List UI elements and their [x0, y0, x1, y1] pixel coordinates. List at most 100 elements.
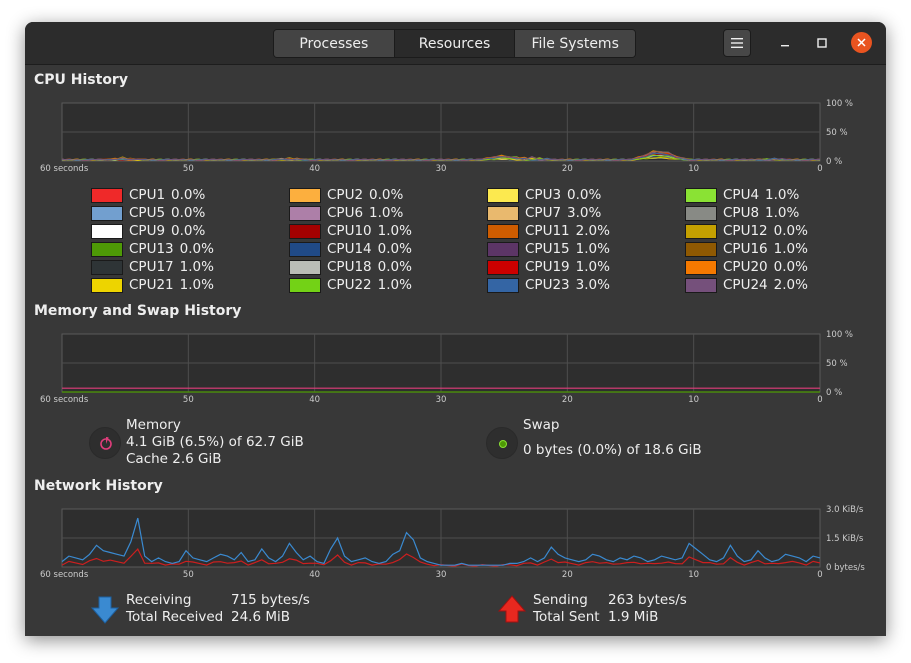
- network-x-tick-label: 0: [817, 570, 822, 580]
- cpu-name: CPU10: [327, 223, 372, 239]
- cpu-name: CPU7: [525, 205, 562, 221]
- cpu-color-swatch[interactable]: [685, 241, 717, 257]
- memory-x-tick-label: 30: [436, 395, 447, 405]
- cpu-value: 1.0%: [377, 277, 412, 293]
- cpu-legend-item: CPU12 0.0%: [685, 222, 865, 240]
- cpu-legend-item: CPU8 1.0%: [685, 204, 865, 222]
- cpu-color-swatch[interactable]: [91, 241, 123, 257]
- system-monitor-window: Processes Resources File Systems: [25, 22, 886, 636]
- cpu-color-swatch[interactable]: [487, 223, 519, 239]
- cpu-legend-item: CPU7 3.0%: [487, 204, 685, 222]
- cpu-name: CPU11: [525, 223, 570, 239]
- cpu-name: CPU4: [723, 187, 760, 203]
- cpu-y-tick-label: 100 %: [826, 99, 853, 109]
- total-received-value: 24.6 MiB: [231, 609, 291, 625]
- network-x-tick-label: 40: [309, 570, 320, 580]
- network-y-tick-label: 3.0 KiB/s: [826, 505, 864, 515]
- cpu-name: CPU9: [129, 223, 166, 239]
- cpu-name: CPU19: [525, 259, 570, 275]
- network-history-title: Network History: [34, 478, 163, 494]
- network-x-tick-label: 10: [688, 570, 699, 580]
- cpu-color-swatch[interactable]: [91, 277, 123, 293]
- cpu-color-swatch[interactable]: [685, 205, 717, 221]
- cpu-color-swatch[interactable]: [91, 187, 123, 203]
- cpu-name: CPU23: [525, 277, 570, 293]
- cpu-color-swatch[interactable]: [685, 187, 717, 203]
- network-history-graph: 60 seconds 50 40 30 20 10 0 3.0 KiB/s 1.5 KiB/s 0…: [40, 505, 865, 580]
- network-x-tick-label: 60 seconds: [40, 570, 89, 580]
- cpu-name: CPU1: [129, 187, 166, 203]
- cpu-legend-item: CPU17 1.0%: [91, 258, 289, 276]
- cpu-legend-item: CPU5 0.0%: [91, 204, 289, 222]
- menu-button[interactable]: [723, 29, 751, 57]
- sending-arrow-icon[interactable]: [497, 594, 527, 624]
- cpu-x-tick-label: 30: [436, 164, 447, 174]
- minimize-button[interactable]: [772, 30, 798, 56]
- tab-file-systems[interactable]: File Systems: [515, 30, 635, 57]
- cpu-color-swatch[interactable]: [91, 223, 123, 239]
- cpu-value: 1.0%: [773, 241, 808, 257]
- cpu-color-swatch[interactable]: [685, 259, 717, 275]
- cpu-value: 0.0%: [377, 241, 412, 257]
- cpu-name: CPU24: [723, 277, 768, 293]
- cpu-color-swatch[interactable]: [487, 277, 519, 293]
- cpu-color-swatch[interactable]: [289, 223, 321, 239]
- cpu-color-swatch[interactable]: [289, 241, 321, 257]
- cpu-legend-item: CPU9 0.0%: [91, 222, 289, 240]
- cpu-name: CPU14: [327, 241, 372, 257]
- cpu-value: 1.0%: [179, 277, 214, 293]
- close-icon: [857, 38, 866, 47]
- memory-x-tick-label: 0: [817, 395, 822, 405]
- cpu-name: CPU6: [327, 205, 364, 221]
- minimize-icon: [781, 45, 789, 47]
- cpu-name: CPU18: [327, 259, 372, 275]
- cpu-color-swatch[interactable]: [487, 205, 519, 221]
- memory-pie-icon[interactable]: [89, 427, 121, 459]
- sending-value: 263 bytes/s: [608, 592, 687, 608]
- receiving-arrow-icon[interactable]: [90, 595, 120, 625]
- cpu-x-tick-label: 20: [562, 164, 573, 174]
- cpu-name: CPU22: [327, 277, 372, 293]
- cpu-name: CPU15: [525, 241, 570, 257]
- cpu-color-swatch[interactable]: [289, 205, 321, 221]
- cpu-legend-item: CPU19 1.0%: [487, 258, 685, 276]
- cpu-name: CPU12: [723, 223, 768, 239]
- cpu-color-swatch[interactable]: [685, 277, 717, 293]
- cpu-color-swatch[interactable]: [487, 187, 519, 203]
- swap-pie-icon[interactable]: [486, 427, 518, 459]
- memory-label: Memory: [126, 417, 181, 433]
- hamburger-icon: [731, 38, 743, 48]
- network-y-tick-label: 0 bytes/s: [826, 563, 865, 573]
- cpu-name: CPU8: [723, 205, 760, 221]
- cpu-value: 1.0%: [575, 259, 610, 275]
- cpu-color-swatch[interactable]: [685, 223, 717, 239]
- cpu-value: 0.0%: [567, 187, 602, 203]
- cpu-legend-item: CPU13 0.0%: [91, 240, 289, 258]
- memory-x-tick-label: 50: [183, 395, 194, 405]
- sending-label: Sending: [533, 592, 588, 608]
- cpu-color-swatch[interactable]: [289, 187, 321, 203]
- cpu-color-swatch[interactable]: [289, 277, 321, 293]
- cpu-legend-item: CPU21 1.0%: [91, 276, 289, 294]
- cpu-history-title: CPU History: [34, 72, 128, 88]
- tab-resources[interactable]: Resources: [394, 30, 516, 57]
- cpu-color-swatch[interactable]: [487, 241, 519, 257]
- cpu-history-graph: 60 seconds 50 40 30 20 10 0 100 % 50 % 0 %: [40, 99, 853, 174]
- cpu-color-swatch[interactable]: [91, 205, 123, 221]
- cpu-legend-item: CPU22 1.0%: [289, 276, 487, 294]
- close-button[interactable]: [851, 32, 872, 53]
- cpu-color-swatch[interactable]: [289, 259, 321, 275]
- cpu-value: 1.0%: [179, 259, 214, 275]
- memory-x-tick-label: 20: [562, 395, 573, 405]
- cpu-name: CPU5: [129, 205, 166, 221]
- cpu-legend-item: CPU15 1.0%: [487, 240, 685, 258]
- cpu-legend-item: CPU16 1.0%: [685, 240, 865, 258]
- cpu-color-swatch[interactable]: [91, 259, 123, 275]
- memory-swap-history-graph: 60 seconds 50 40 30 20 10 0 100 % 50 % 0 %: [40, 330, 853, 405]
- cpu-color-swatch[interactable]: [487, 259, 519, 275]
- cpu-legend-item: CPU18 0.0%: [289, 258, 487, 276]
- maximize-button[interactable]: [809, 30, 835, 56]
- cpu-value: 1.0%: [369, 205, 404, 221]
- cpu-value: 0.0%: [369, 187, 404, 203]
- tab-processes[interactable]: Processes: [274, 30, 395, 57]
